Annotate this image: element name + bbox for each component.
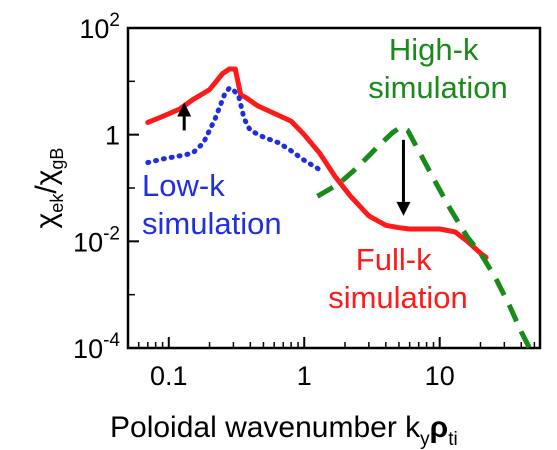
y-label-slash: / — [30, 185, 63, 194]
y-tick-exponent: -2 — [103, 223, 120, 244]
x-label-main: Poloidal wavenumber k — [110, 411, 421, 444]
x-label-rho: ρ — [430, 411, 449, 444]
annotation-high-k: High-k simulation — [368, 32, 508, 105]
y-tick-label: 1 — [105, 121, 120, 151]
x-tick-label: 1 — [297, 361, 312, 391]
annotation-high-k-line1: High-k — [389, 32, 479, 67]
annotation-full-k-line2: simulation — [328, 280, 468, 315]
y-label-chi-1: χ — [30, 212, 63, 228]
y-tick-label: 10-2 — [73, 223, 120, 257]
y-tick-label: 10-4 — [73, 330, 120, 364]
y-axis-label: χek/χgB — [30, 148, 67, 229]
annotation-low-k: Low-k simulation — [142, 168, 282, 241]
annotation-low-k-line2: simulation — [142, 206, 282, 241]
series-line-low-k — [145, 85, 323, 173]
annotation-full-k: Full-k simulation — [328, 242, 468, 315]
y-label-chi-2: χ — [30, 169, 63, 185]
arrows-layer — [177, 102, 411, 216]
x-axis-label: Poloidal wavenumber kyρti — [110, 411, 458, 450]
annotation-low-k-line1: Low-k — [142, 168, 225, 203]
x-label-rho-sub: ti — [448, 429, 458, 450]
x-label-sub: y — [420, 429, 430, 450]
series-line-high-k — [316, 124, 532, 350]
y-tick-base: 10 — [73, 334, 103, 364]
y-tick-exponent: 2 — [109, 10, 120, 31]
arrow-up-icon — [177, 102, 192, 117]
annotation-full-k-line1: Full-k — [356, 242, 432, 277]
y-label-sub-2: gB — [47, 148, 67, 170]
annotation-high-k-line2: simulation — [368, 70, 508, 105]
x-tick-label: 10 — [425, 361, 455, 391]
y-tick-base: 10 — [79, 14, 109, 44]
series-line-full-k — [145, 66, 489, 260]
y-tick-exponent: -4 — [103, 330, 120, 351]
y-tick-base: 10 — [73, 227, 103, 257]
y-label-sub-1: ek — [47, 193, 67, 213]
arrow-down-icon — [396, 201, 411, 216]
series-layer — [145, 66, 532, 350]
y-tick-label: 102 — [79, 10, 120, 44]
x-tick-label: 0.1 — [150, 361, 188, 391]
